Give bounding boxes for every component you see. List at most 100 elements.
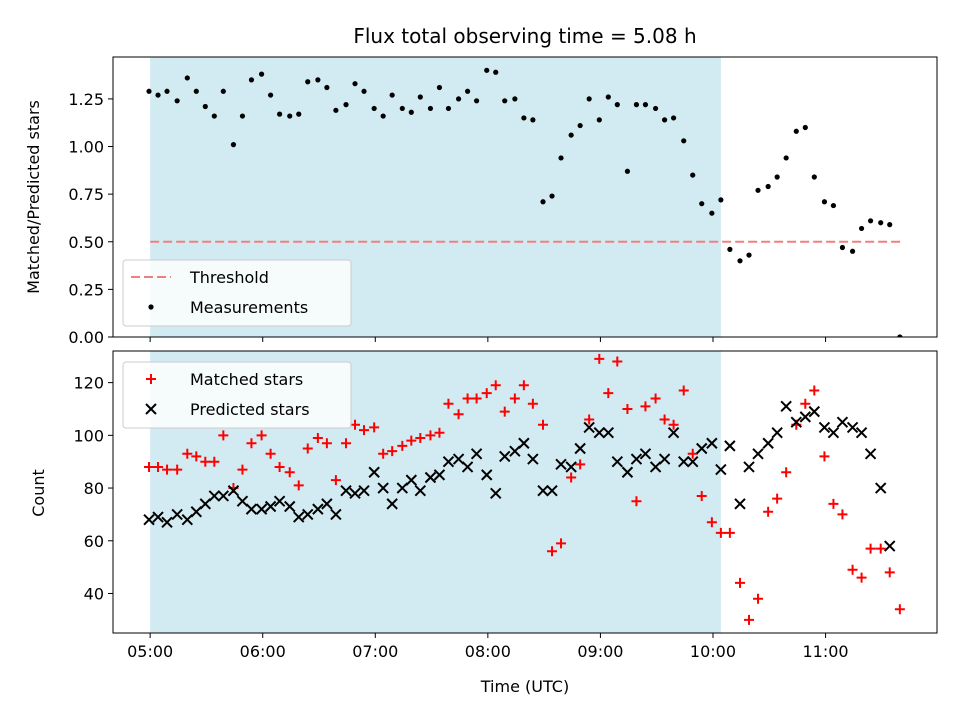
predicted-star-point — [405, 474, 418, 486]
matched-star-point — [312, 432, 323, 443]
matched-star-point — [162, 464, 173, 475]
measurement-point — [287, 113, 293, 119]
matched-star-point — [837, 509, 848, 520]
measurement-point — [540, 199, 546, 205]
predicted-star-point — [321, 498, 333, 510]
matched-star-point — [443, 398, 454, 409]
predicted-star-point — [264, 500, 277, 513]
predicted-star-point — [386, 498, 398, 510]
matched-star-point — [735, 577, 746, 588]
measurement-point — [155, 92, 161, 98]
matched-star-point — [556, 538, 567, 549]
measurement-point — [549, 193, 555, 199]
axes-frame — [112, 56, 938, 338]
measurement-point — [220, 88, 226, 94]
measurement-point — [661, 117, 668, 123]
x-tick-label: 06:00 — [240, 642, 286, 661]
x-axis-label: Time (UTC) — [480, 677, 569, 696]
series-measurements — [146, 67, 903, 337]
y-tick-label: 0.00 — [68, 328, 104, 347]
predicted-star-point — [639, 448, 652, 460]
measurement-point — [577, 122, 583, 129]
predicted-star-point — [499, 450, 511, 463]
x-tick-label: 09:00 — [577, 642, 623, 661]
matched-star-point — [209, 456, 220, 467]
y-tick-label: 40 — [84, 584, 104, 603]
legend-box — [122, 259, 352, 327]
measurement-point — [878, 220, 884, 226]
predicted-star-point — [527, 453, 539, 465]
predicted-star-point — [649, 461, 662, 473]
measurement-point — [361, 88, 367, 94]
predicted-star-point — [368, 466, 380, 478]
measurement-point — [455, 96, 462, 102]
measurement-point — [681, 138, 687, 144]
measurement-point — [586, 96, 592, 102]
measurement-point — [315, 77, 321, 83]
predicted-star-point — [780, 400, 792, 413]
measurement-point — [793, 128, 799, 134]
y-tick-label: 80 — [84, 479, 104, 498]
predicted-star-point — [762, 437, 774, 449]
matched-star-point — [284, 467, 295, 478]
predicted-star-point — [537, 484, 549, 497]
measurement-point — [605, 94, 611, 100]
predicted-star-point — [658, 453, 671, 465]
matched-star-point — [321, 438, 332, 449]
predicted-star-point — [470, 448, 483, 460]
predicted-star-point — [518, 437, 530, 449]
matched-star-point — [884, 567, 895, 578]
measurement-point — [727, 246, 733, 252]
matched-star-point — [809, 385, 820, 396]
predicted-star-point — [555, 458, 567, 471]
matched-star-point — [218, 430, 229, 441]
matched-star-point — [509, 393, 520, 404]
measurement-point — [473, 98, 480, 104]
legend-matched-swatch — [146, 374, 156, 384]
measurement-point — [802, 124, 808, 131]
matched-star-point — [547, 546, 558, 557]
matched-star-point — [659, 414, 670, 425]
measurement-point — [417, 94, 423, 100]
measurement-point — [464, 88, 471, 94]
matched-star-point — [200, 456, 211, 467]
predicted-star-point — [790, 416, 802, 428]
predicted-star-point — [546, 484, 558, 497]
matched-star-point — [650, 393, 661, 404]
measurement-point — [484, 67, 490, 73]
measurement-point — [258, 71, 265, 77]
measurement-point — [709, 210, 715, 216]
matched-star-point — [865, 543, 876, 554]
measurement-point — [343, 102, 349, 108]
measurement-point — [839, 244, 846, 251]
measurement-point — [897, 334, 903, 337]
matched-star-point — [274, 461, 285, 472]
matched-star-point — [575, 459, 586, 470]
matched-star-point — [369, 422, 380, 433]
predicted-star-point — [452, 453, 465, 465]
y-tick-label: 60 — [84, 532, 104, 551]
x-tick-label: 07:00 — [352, 642, 398, 661]
predicted-star-point — [574, 442, 586, 455]
matched-star-point — [387, 446, 398, 457]
matched-star-point — [800, 398, 811, 409]
matched-star-point — [425, 430, 436, 441]
matched-star-point — [453, 409, 464, 420]
matched-star-point — [875, 543, 886, 554]
matched-star-point — [397, 440, 408, 451]
measurement-point — [746, 252, 752, 258]
legend: Threshold Measurements — [122, 259, 352, 327]
predicted-star-point — [884, 540, 896, 552]
matched-star-point — [612, 356, 623, 367]
matched-star-point — [566, 472, 577, 483]
x-tick-label: 05:00 — [127, 642, 173, 661]
matched-star-point — [772, 493, 783, 504]
legend: Matched stars Predicted stars — [122, 361, 352, 429]
measurement-point — [858, 225, 865, 232]
predicted-star-point — [875, 482, 887, 494]
matched-star-point — [687, 448, 698, 459]
measurement-point — [277, 111, 283, 117]
predicted-star-point — [687, 455, 699, 468]
x-tick-label: 08:00 — [465, 642, 511, 661]
predicted-star-point — [293, 511, 305, 523]
